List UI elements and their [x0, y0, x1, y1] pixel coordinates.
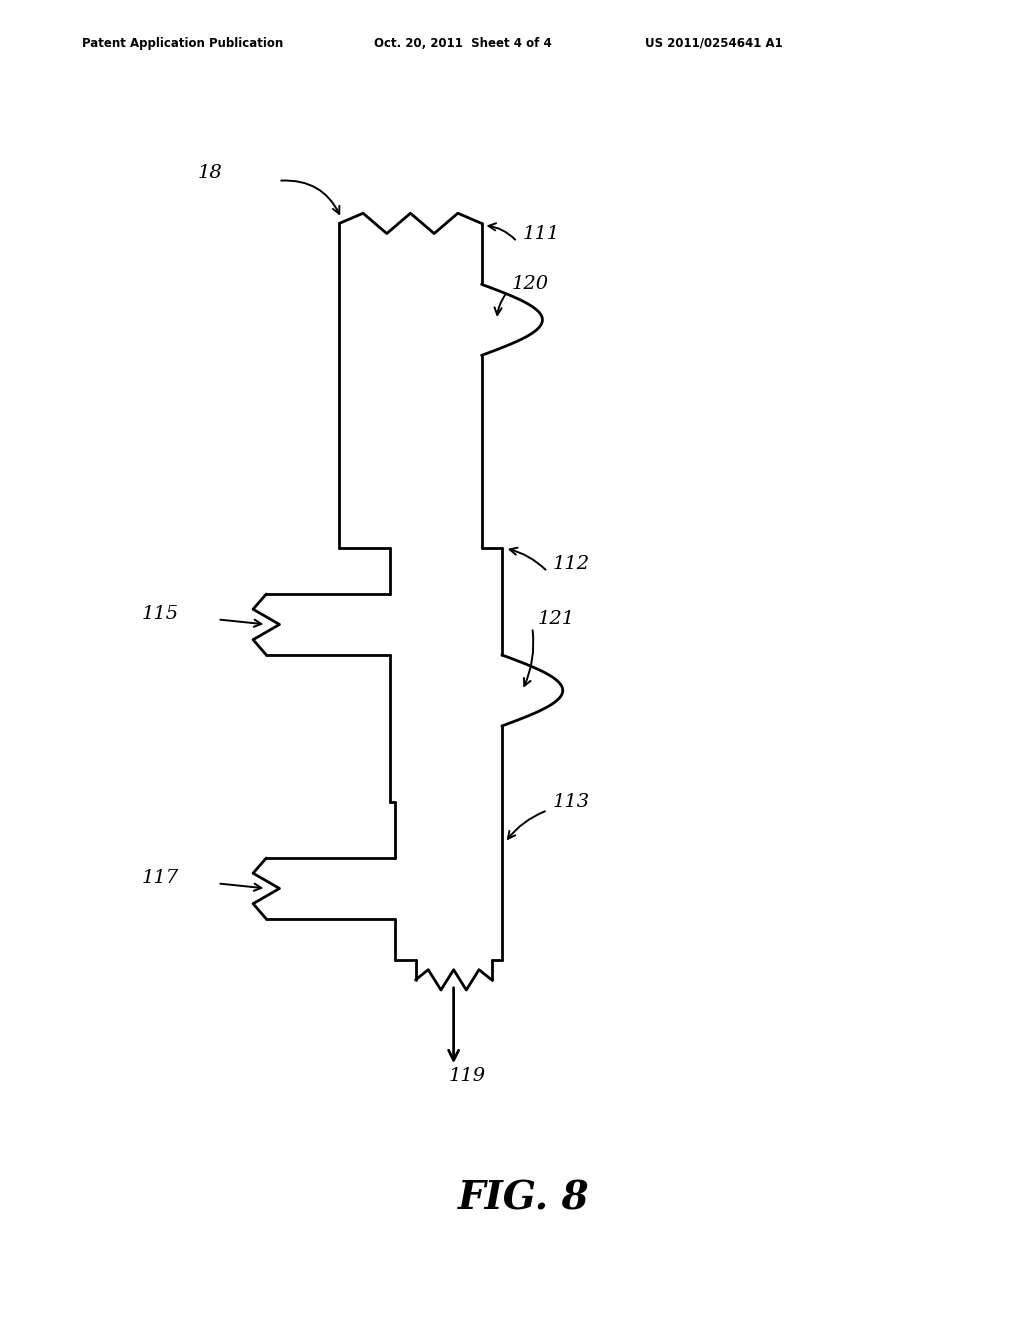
Text: 113: 113 [553, 793, 590, 812]
Text: 121: 121 [538, 610, 574, 628]
Text: 112: 112 [553, 554, 590, 573]
Text: 117: 117 [141, 870, 178, 887]
Text: 119: 119 [449, 1068, 485, 1085]
Text: Oct. 20, 2011  Sheet 4 of 4: Oct. 20, 2011 Sheet 4 of 4 [374, 37, 552, 50]
Text: Patent Application Publication: Patent Application Publication [82, 37, 284, 50]
Text: 120: 120 [512, 276, 549, 293]
Text: 18: 18 [198, 164, 222, 182]
Text: US 2011/0254641 A1: US 2011/0254641 A1 [645, 37, 783, 50]
Polygon shape [266, 223, 563, 979]
Text: FIG. 8: FIG. 8 [459, 1179, 590, 1217]
Text: 115: 115 [141, 606, 178, 623]
Text: 111: 111 [522, 224, 559, 243]
